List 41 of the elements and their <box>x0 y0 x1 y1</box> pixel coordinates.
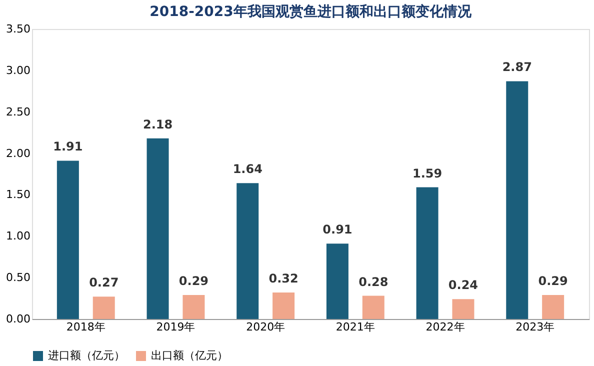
y-tick-label: 3.00 <box>6 64 30 77</box>
y-tick-label: 0.00 <box>6 312 30 326</box>
data-label: 0.29 <box>538 274 568 288</box>
bar <box>56 160 79 319</box>
data-label: 0.27 <box>89 276 119 290</box>
x-tick-label: 2021年 <box>336 320 375 334</box>
data-label: 0.32 <box>268 271 298 286</box>
data-label: 1.59 <box>412 166 442 180</box>
data-label: 1.91 <box>53 140 83 154</box>
bar <box>272 292 295 319</box>
y-tick-label: 2.50 <box>6 105 30 118</box>
bar <box>182 294 205 319</box>
bar <box>542 294 564 319</box>
bar <box>362 296 384 319</box>
data-label: 0.24 <box>448 278 478 292</box>
y-tick-label: 0.50 <box>6 271 30 284</box>
data-label: 1.64 <box>232 162 262 176</box>
bar <box>146 138 169 319</box>
legend-label: 进口额（亿元） <box>48 349 125 362</box>
x-tick-label: 2023年 <box>516 320 555 334</box>
x-tick-label: 2022年 <box>426 320 465 334</box>
y-tick-label: 3.50 <box>6 22 30 36</box>
legend-label: 出口额（亿元） <box>151 349 228 362</box>
data-label: 2.87 <box>502 60 532 74</box>
bar <box>326 244 348 319</box>
y-tick-label: 1.00 <box>6 230 30 243</box>
data-label: 2.18 <box>142 117 173 132</box>
bar <box>452 299 474 319</box>
x-tick-label: 2020年 <box>246 320 286 334</box>
data-label: 0.91 <box>322 222 352 237</box>
y-tick-label: 2.00 <box>6 146 30 160</box>
x-tick-label: 2018年 <box>66 320 106 334</box>
bar <box>416 187 438 319</box>
bar <box>92 296 115 319</box>
chart-title: 2018-2023年我国观赏鱼进口额和出口额变化情况 <box>150 3 472 20</box>
bar <box>236 183 259 319</box>
data-label: 0.28 <box>358 274 388 289</box>
x-tick-label: 2019年 <box>156 320 196 334</box>
data-label: 0.29 <box>178 274 209 288</box>
y-tick-label: 1.50 <box>6 188 30 202</box>
bar <box>506 81 528 319</box>
